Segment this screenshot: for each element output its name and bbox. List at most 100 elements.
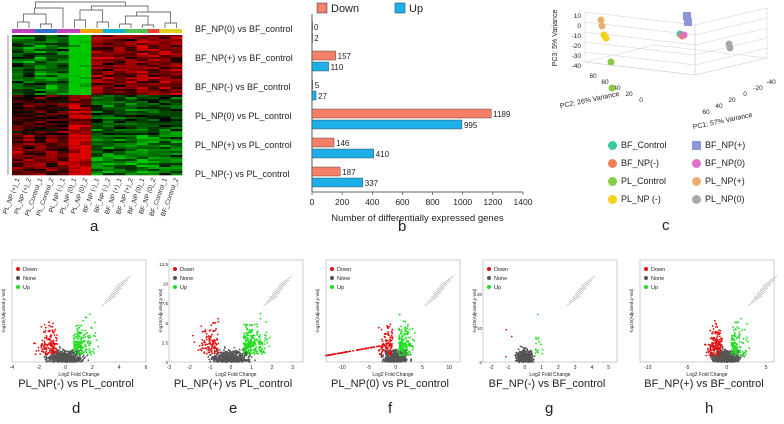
plot-frame — [168, 259, 304, 363]
pca-point-pl-control — [608, 84, 616, 92]
legend-marker-none — [330, 276, 334, 280]
sample-color-bar — [114, 29, 126, 33]
x-tick-label: 800 — [425, 197, 439, 207]
pca-legend-item: BF_NP(-) — [608, 158, 659, 169]
x-tick-label: -2 — [187, 365, 192, 371]
plot-frame — [639, 259, 775, 363]
x-tick-label: -5 — [685, 365, 690, 371]
x-tick-label: -3 — [167, 365, 172, 371]
volcano-title-d: PL_NP(-) vs PL_control — [18, 378, 134, 390]
sample-color-bar — [148, 29, 160, 33]
panel-label-f: f — [388, 400, 393, 417]
x-tick-label: 5 — [765, 365, 768, 371]
bar-value-label: 337 — [365, 179, 379, 188]
volcano-points — [33, 313, 100, 363]
pca-legend-label: BF_NP(-) — [621, 158, 659, 168]
legend-marker-up — [173, 285, 177, 289]
x-tick-label: 0 — [64, 365, 67, 371]
x-axis-title: Log2 Fold Change — [372, 372, 413, 378]
sample-color-bar — [34, 29, 46, 33]
x-tick-label: 2 — [271, 365, 274, 371]
y-axis-title: -log10(Adjusted p-Val) — [1, 288, 6, 333]
pca-point-bf-np-0- — [680, 31, 688, 39]
y-tick-label: 20 — [477, 292, 483, 297]
pca-legend-marker — [608, 159, 617, 169]
y-tick-label: 0 — [639, 97, 643, 104]
gene-annotations — [747, 275, 778, 307]
pca-legend-label: BF_NP(0) — [705, 158, 746, 168]
bar-value-label: 146 — [336, 139, 350, 148]
gene-annotations — [101, 275, 131, 307]
pca-point-pl-np- — [597, 16, 605, 24]
x-axis-title: Log2 Fold Change — [215, 372, 256, 378]
bar-down — [311, 21, 313, 32]
y-tick-label: 80 — [589, 73, 597, 80]
pca-legend: BF_Control BF_NP(+) BF_NP(-) BF_NP(0) PL_Con… — [608, 140, 784, 212]
pca-legend-item: PL_NP (-) — [608, 194, 661, 205]
legend-label-up: Up — [409, 3, 423, 15]
x-tick-label: -4 — [10, 365, 15, 371]
y-tick-label: 60 — [601, 79, 609, 86]
heatmap-cells — [12, 35, 183, 176]
legend-marker-up — [330, 285, 334, 289]
x-tick-label: 2 — [557, 365, 560, 371]
sample-color-bar — [170, 29, 182, 33]
category-label: BF_NP(-) vs BF_control — [195, 82, 291, 92]
category-label: PL_NP(0) vs PL_control — [195, 111, 292, 121]
legend-marker-none — [487, 276, 491, 280]
y-axis-title: PC2: 26% Variance — [559, 91, 620, 110]
legend-marker-up — [644, 285, 648, 289]
x-tick-label: 3 — [574, 365, 577, 371]
bar-value-label: 110 — [331, 63, 344, 72]
sample-color-bar — [68, 29, 80, 33]
x-tick-label: 40 — [715, 103, 723, 110]
z-tick-label: -30 — [572, 53, 582, 60]
pca-point-pl-control — [607, 58, 615, 66]
sample-color-bar — [102, 29, 114, 33]
legend-marker-up — [16, 285, 20, 289]
gene-annotations — [263, 275, 293, 307]
y-tick-label: 10 — [163, 282, 169, 287]
sample-color-bar — [136, 29, 148, 33]
y-axis-title: -log10(Adjusted p-Val) — [629, 288, 634, 333]
x-tick-label: 0 — [523, 365, 526, 371]
plot-frame — [482, 259, 618, 363]
legend-marker-none — [173, 276, 177, 280]
volcano-legend: Down None Up — [644, 267, 665, 291]
legend-label-down: Down — [651, 267, 665, 273]
x-axis-title: Log2 Fold Change — [686, 372, 727, 378]
plot-frame — [11, 259, 147, 363]
bar-down — [311, 50, 336, 61]
pca-legend-marker — [692, 159, 701, 169]
z-tick-label: -20 — [572, 43, 582, 50]
category-label: BF_NP(0) vs BF_control — [195, 24, 293, 34]
volcano-plot-h: -10 -5 0 5 Log2 Fold Change -log10(Adjusted p… — [629, 259, 778, 378]
bar-value-label: 187 — [342, 168, 356, 177]
pca-point-pl-np-0- — [726, 44, 734, 52]
plot-frame — [325, 259, 461, 363]
x-tick-label: 2 — [91, 365, 94, 371]
x-tick-label: -1 — [208, 365, 213, 371]
bar-up — [311, 90, 317, 101]
x-tick-label: 0 — [229, 365, 232, 371]
volcano-title-f: PL_NP(0) vs PL_control — [331, 378, 449, 390]
sample-color-bar — [80, 29, 92, 33]
volcano-plot-g: -2 -1 0 1 2 3 4 5 0 10 20 Log2 Fold Change -log10(Ad… — [472, 259, 618, 378]
legend-marker-down — [644, 267, 648, 271]
pca-point-bf-np- — [683, 12, 691, 20]
category-label: BF_NP(+) vs BF_control — [195, 53, 293, 63]
x-tick-label: -10 — [338, 365, 345, 371]
legend-marker-up — [487, 285, 491, 289]
pca-legend-marker — [608, 195, 617, 205]
bar-down — [311, 166, 341, 177]
pca-legend-label: BF_NP(+) — [705, 140, 746, 150]
pca-legend-label: PL_NP (-) — [621, 194, 661, 204]
bar-down — [311, 108, 492, 119]
x-tick-label: 1 — [250, 365, 253, 371]
bar-value-label: 5 — [315, 81, 320, 90]
pca-legend-marker — [692, 195, 701, 205]
legend-swatch-up — [394, 2, 406, 14]
pca-legend-label: PL_NP(+) — [705, 176, 745, 186]
x-tick-label: 0 — [743, 91, 747, 98]
pca-point-pl-np- — [598, 22, 606, 30]
